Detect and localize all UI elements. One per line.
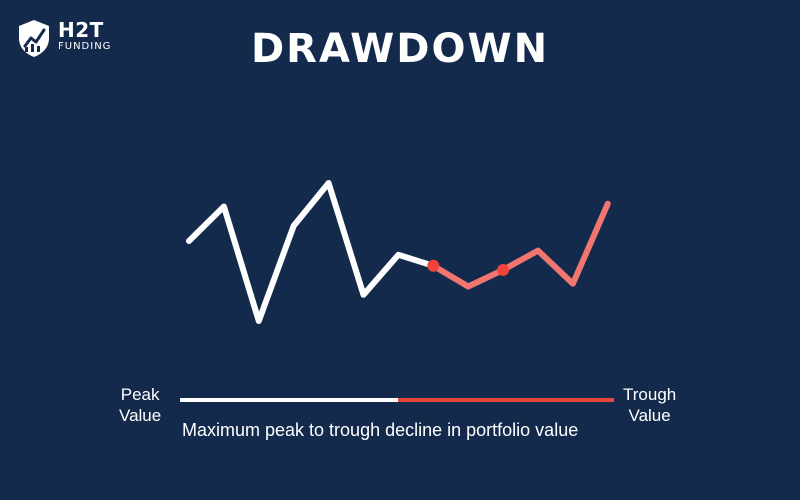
peak-label-line1: Peak bbox=[120, 385, 160, 404]
logo-subtitle: FUNDING bbox=[58, 41, 112, 52]
drawdown-marker-1 bbox=[427, 259, 440, 272]
drawdown-markers bbox=[427, 259, 510, 276]
page-title: DRAWDOWN bbox=[250, 26, 550, 72]
caption: Maximum peak to trough decline in portfo… bbox=[182, 420, 579, 440]
logo: H2T FUNDING bbox=[16, 18, 136, 62]
peak-label-line2: Value bbox=[119, 406, 162, 425]
trough-value-label: Trough Value bbox=[623, 384, 676, 426]
trough-label-line1: Trough bbox=[623, 385, 677, 404]
series-line-normal bbox=[186, 180, 437, 324]
series-line-drawdown bbox=[430, 200, 611, 290]
shield-chart-icon bbox=[19, 20, 49, 57]
trough-label-line2: Value bbox=[628, 406, 671, 425]
logo-name: H2T bbox=[58, 18, 104, 42]
peak-value-label: Peak Value bbox=[119, 384, 161, 426]
drawdown-marker-2 bbox=[497, 263, 510, 276]
logo-text: H2T FUNDING bbox=[58, 20, 111, 52]
